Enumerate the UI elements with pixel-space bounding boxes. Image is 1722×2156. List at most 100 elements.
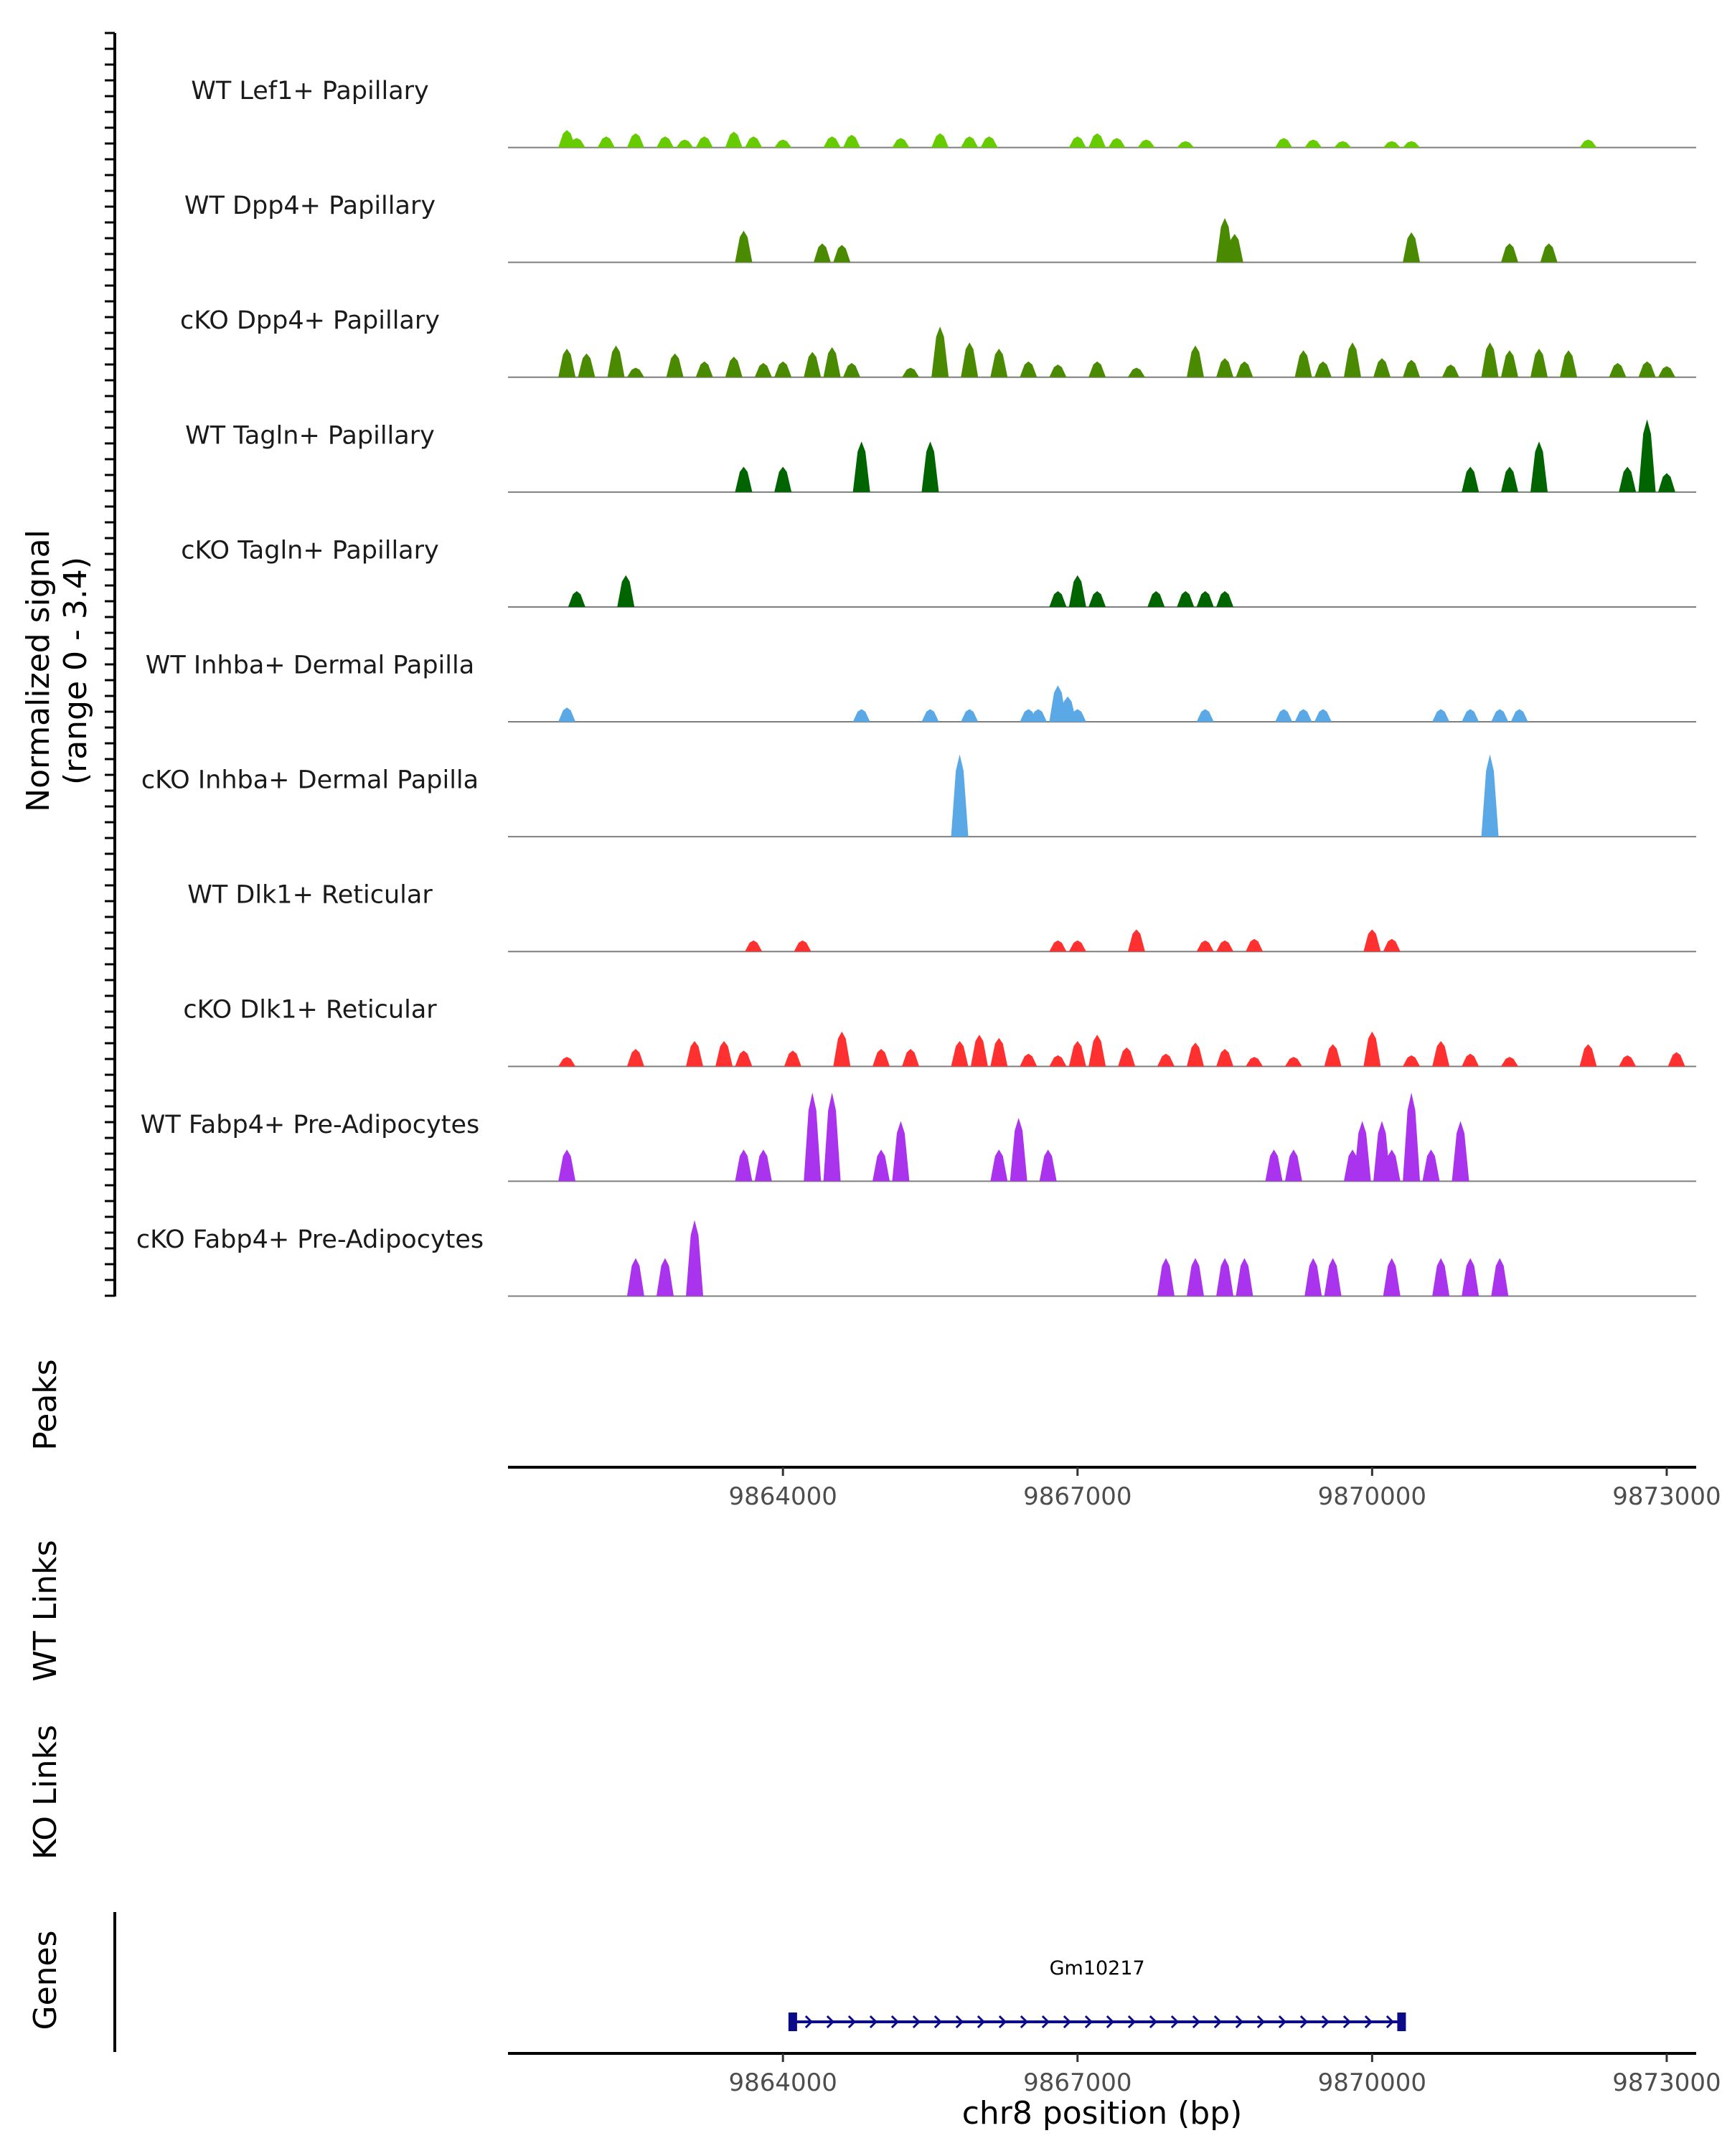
coverage-peak — [626, 1258, 644, 1296]
coverage-peak — [804, 1092, 822, 1182]
coverage-peak — [1088, 1035, 1106, 1067]
track-label: WT Dpp4+ Papillary — [184, 192, 436, 220]
gene-exon — [788, 2013, 797, 2031]
coverage-peak — [951, 754, 969, 837]
coverage-peak — [1304, 1258, 1322, 1296]
coverage-peak — [931, 326, 949, 377]
coverage-peak — [931, 133, 949, 148]
coverage-peak — [1068, 709, 1086, 722]
coverage-peak — [725, 357, 743, 377]
coverage-peak — [1049, 1055, 1067, 1067]
coverage-peak — [656, 136, 674, 148]
coverage-peak — [607, 345, 625, 377]
coverage-peak — [1383, 141, 1401, 148]
coverage-peak — [1196, 709, 1214, 722]
coverage-peak — [1275, 138, 1293, 148]
coverage-peak — [1432, 709, 1450, 722]
coverage-peak — [1432, 1258, 1450, 1296]
strand-arrow — [998, 2015, 1007, 2029]
coverage-peak — [990, 1149, 1008, 1182]
coverage-peak — [1491, 1258, 1509, 1296]
strand-arrow — [1299, 2015, 1309, 2029]
coverage-peak — [1481, 342, 1499, 377]
coverage-peak — [1383, 1149, 1401, 1182]
track-label: WT Dlk1+ Reticular — [187, 881, 433, 910]
coverage-peak — [1137, 139, 1155, 148]
coverage-peak — [804, 352, 822, 377]
strand-arrow — [847, 2015, 857, 2029]
coverage-peak — [774, 466, 792, 492]
coverage-peak — [1020, 361, 1038, 377]
y-axis-title: Normalized signal — [20, 529, 57, 812]
coverage-peak — [1432, 1041, 1450, 1067]
x-tick-label: 9870000 — [1318, 1482, 1426, 1511]
coverage-peak — [1177, 141, 1195, 148]
coverage-peak — [1383, 1258, 1401, 1296]
strand-arrow — [933, 2015, 943, 2029]
coverage-peak — [1314, 361, 1332, 377]
coverage-peak — [754, 1149, 772, 1182]
coverage-peak — [1187, 1258, 1205, 1296]
coverage-peak — [902, 367, 920, 377]
coverage-peak — [1657, 366, 1675, 377]
coverage-peak — [656, 1258, 674, 1296]
y-axis-subtitle: (range 0 - 3.4) — [57, 557, 94, 785]
coverage-peak — [666, 353, 684, 377]
coverage-peak — [872, 1149, 890, 1182]
coverage-peak — [1304, 139, 1322, 148]
coverage-peak — [813, 243, 831, 263]
strand-arrow — [869, 2015, 878, 2029]
coverage-peak — [1363, 1031, 1381, 1067]
track-label: cKO Dpp4+ Papillary — [180, 306, 440, 335]
coverage-peak — [1049, 590, 1067, 607]
coverage-peak — [1225, 233, 1243, 263]
coverage-peak — [745, 136, 763, 148]
coverage-peak — [970, 1035, 988, 1067]
coverage-peak — [990, 1037, 1008, 1067]
coverage-peak — [1638, 419, 1656, 492]
peaks-label: Peaks — [27, 1359, 64, 1450]
track: WT Dlk1+ Reticular — [187, 881, 1696, 953]
coverage-peak — [852, 441, 870, 492]
coverage-peak — [617, 575, 635, 607]
x-tick-label: 9867000 — [1023, 1482, 1131, 1511]
coverage-peak — [1638, 361, 1656, 377]
coverage-peak — [558, 707, 576, 722]
coverage-peak — [1540, 243, 1558, 263]
coverage-peak — [568, 590, 585, 607]
coverage-peak — [1441, 364, 1459, 377]
gene-body — [788, 2013, 1406, 2031]
y-axis-ticks — [105, 32, 115, 1297]
gene-exon — [1397, 2013, 1406, 2031]
coverage-peak — [1462, 1258, 1479, 1296]
coverage-peak — [1462, 709, 1479, 722]
coverage-peak — [784, 1050, 801, 1067]
strand-arrow — [1127, 2015, 1137, 2029]
coverage-peak — [1088, 590, 1106, 607]
x-tick-label: 9867000 — [1023, 2068, 1131, 2097]
x-axis-ticks-top: 9864000 9867000 9870000 9873000 — [728, 1467, 1721, 1511]
strand-arrow — [1063, 2015, 1072, 2029]
coverage-peak — [1314, 709, 1332, 722]
coverage-peak — [558, 349, 576, 377]
coverage-peak — [1275, 709, 1293, 722]
x-tick-label: 9873000 — [1612, 1482, 1721, 1511]
track-label: cKO Inhba+ Dermal Papilla — [141, 766, 479, 795]
coverage-peak — [1010, 1118, 1027, 1182]
coverage-peak — [735, 230, 753, 263]
gene-name: Gm10217 — [1050, 1957, 1145, 1980]
coverage-peak — [1049, 940, 1067, 952]
track-label: WT Inhba+ Dermal Papilla — [146, 651, 474, 679]
coverage-peak — [961, 136, 979, 148]
track: cKO Fabp4+ Pre-Adipocytes — [136, 1220, 1696, 1297]
track: WT Lef1+ Papillary — [191, 77, 1696, 149]
coverage-peak — [980, 136, 998, 148]
coverage-peak — [1196, 940, 1214, 952]
strand-arrow — [1385, 2015, 1395, 2029]
coverage-peak — [1049, 364, 1067, 377]
coverage-peak — [1383, 938, 1401, 952]
strand-arrow — [1084, 2015, 1093, 2029]
coverage-peak — [1294, 350, 1312, 377]
coverage-peak — [686, 1220, 704, 1296]
coverage-peak — [1246, 938, 1264, 952]
